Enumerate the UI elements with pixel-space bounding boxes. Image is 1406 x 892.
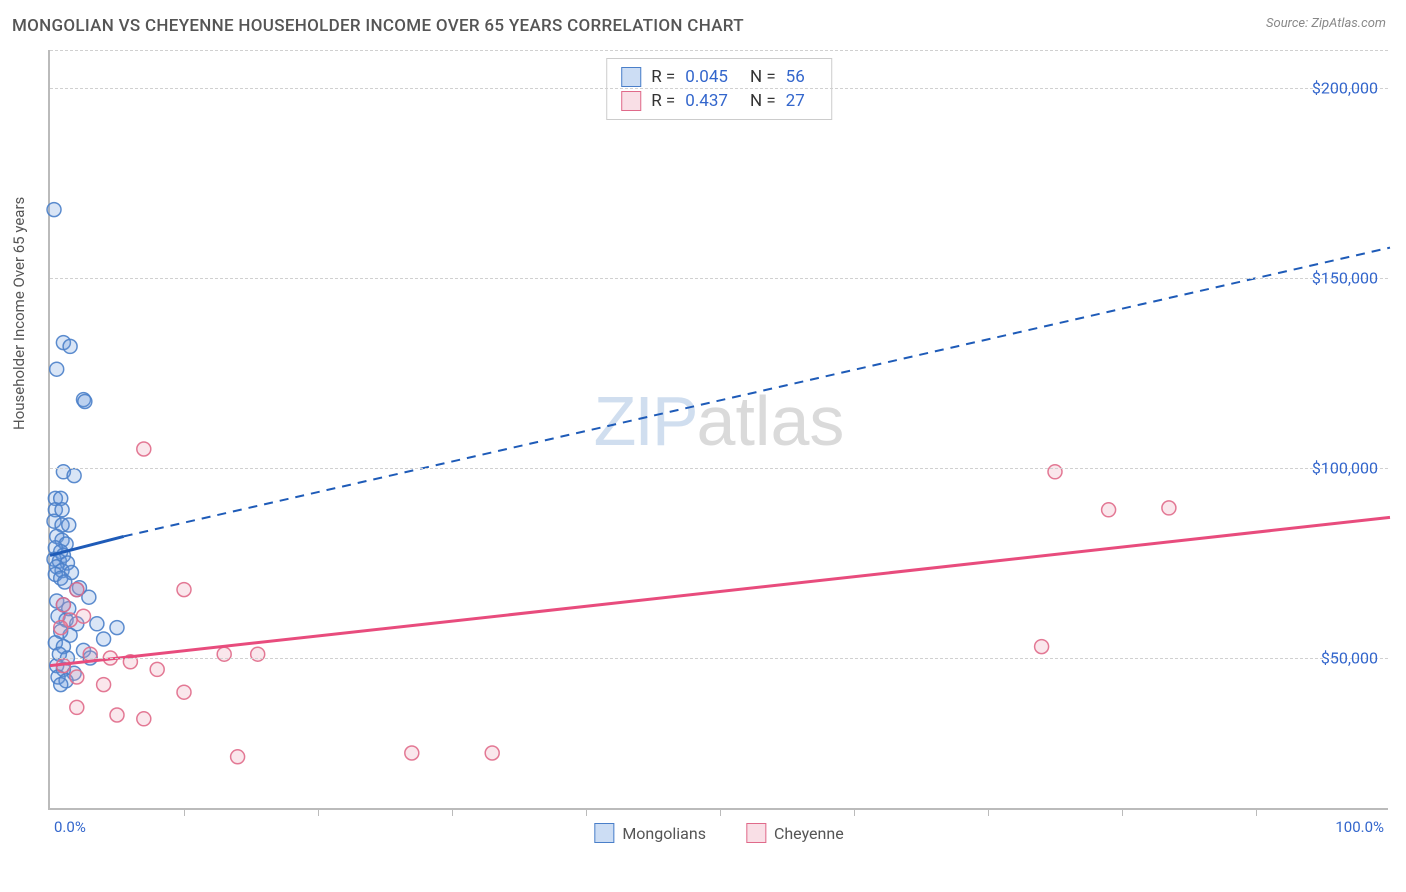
data-point: [56, 598, 70, 612]
x-tick: [1256, 808, 1257, 816]
x-tick: [720, 808, 721, 816]
n-label: N =: [750, 91, 776, 111]
data-point: [231, 750, 245, 764]
data-point: [70, 700, 84, 714]
n-label: N =: [750, 67, 776, 87]
x-tick: [1122, 808, 1123, 816]
chart-source: Source: ZipAtlas.com: [1266, 16, 1386, 31]
x-tick-max: 100.0%: [1335, 818, 1384, 836]
legend-item: Mongolians: [594, 823, 706, 843]
x-tick-min: 0.0%: [54, 818, 86, 836]
chart-title: MONGOLIAN VS CHEYENNE HOUSEHOLDER INCOME…: [12, 16, 744, 36]
data-point: [97, 632, 111, 646]
x-tick: [586, 808, 587, 816]
data-point: [1048, 465, 1062, 479]
gridline: [50, 278, 1388, 279]
data-point: [54, 621, 68, 635]
data-point: [67, 469, 81, 483]
data-point: [405, 746, 419, 760]
gridline: [50, 658, 1388, 659]
data-point: [137, 442, 151, 456]
data-point: [1035, 640, 1049, 654]
gridline: [50, 88, 1388, 89]
series-legend: Mongolians Cheyenne: [594, 823, 843, 843]
data-point: [217, 647, 231, 661]
data-point: [50, 362, 64, 376]
y-tick-label: $150,000: [1312, 269, 1378, 288]
data-point: [54, 678, 68, 692]
legend-swatch: [746, 823, 766, 843]
data-point: [90, 617, 104, 631]
legend-item: Cheyenne: [746, 823, 844, 843]
x-tick: [854, 808, 855, 816]
gridline: [50, 468, 1388, 469]
legend-label: Mongolians: [622, 824, 706, 843]
y-tick-label: $100,000: [1312, 459, 1378, 478]
gridline: [50, 50, 1388, 51]
data-point: [150, 662, 164, 676]
y-axis-label: Householder Income Over 65 years: [10, 197, 28, 430]
data-point: [1162, 501, 1176, 515]
data-point: [63, 339, 77, 353]
data-point: [47, 203, 61, 217]
y-tick-label: $50,000: [1321, 649, 1378, 668]
stats-row: R = 0.045 N = 56: [621, 65, 817, 89]
n-value: 27: [786, 91, 805, 111]
y-tick-label: $200,000: [1312, 79, 1378, 98]
n-value: 56: [786, 67, 805, 87]
data-point: [83, 647, 97, 661]
chart-header: MONGOLIAN VS CHEYENNE HOUSEHOLDER INCOME…: [0, 0, 1406, 50]
plot-svg: [50, 50, 1388, 808]
correlation-stats-box: R = 0.045 N = 56 R = 0.437 N = 27: [606, 58, 832, 120]
data-point: [110, 708, 124, 722]
data-point: [77, 609, 91, 623]
r-value: 0.437: [685, 91, 728, 111]
series-swatch: [621, 67, 641, 87]
data-point: [110, 621, 124, 635]
x-tick: [988, 808, 989, 816]
data-point: [137, 712, 151, 726]
chart-container: MONGOLIAN VS CHEYENNE HOUSEHOLDER INCOME…: [0, 0, 1406, 892]
r-value: 0.045: [685, 67, 728, 87]
r-label: R =: [651, 91, 675, 111]
data-point: [251, 647, 265, 661]
data-point: [70, 670, 84, 684]
stats-row: R = 0.437 N = 27: [621, 89, 817, 113]
legend-swatch: [594, 823, 614, 843]
legend-label: Cheyenne: [774, 824, 844, 843]
series-swatch: [621, 91, 641, 111]
data-point: [62, 518, 76, 532]
r-label: R =: [651, 67, 675, 87]
x-tick: [318, 808, 319, 816]
plot-area: ZIPatlas R =0.045N =56R =0.437N =27 0.0%…: [48, 50, 1388, 810]
data-point: [97, 678, 111, 692]
trend-line: [50, 517, 1390, 665]
trend-line-extrapolated: [124, 248, 1390, 537]
data-point: [485, 746, 499, 760]
data-point: [177, 685, 191, 699]
data-point: [70, 583, 84, 597]
x-tick: [452, 808, 453, 816]
data-point: [177, 583, 191, 597]
x-tick: [184, 808, 185, 816]
data-point: [1102, 503, 1116, 517]
data-point: [78, 395, 92, 409]
